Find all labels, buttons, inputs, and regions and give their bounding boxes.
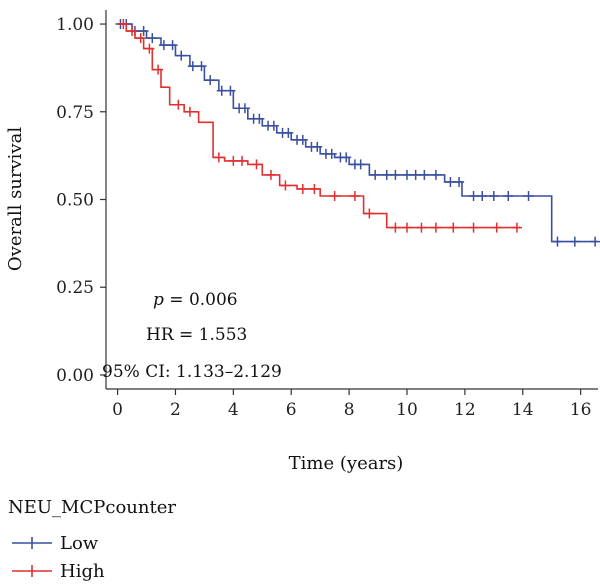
censor-mark-low xyxy=(523,190,534,201)
stats-annotations: p = 0.006 HR = 1.553 95% CI: 1.133–2.129 xyxy=(102,290,282,382)
censor-mark-high xyxy=(511,222,522,233)
censor-mark-high xyxy=(237,155,248,166)
hazard-ratio-text: HR = 1.553 xyxy=(146,325,247,345)
censor-mark-low xyxy=(297,134,308,145)
censor-mark-low xyxy=(268,120,279,131)
censor-mark-low xyxy=(147,33,158,44)
x-tick-label: 4 xyxy=(228,400,239,420)
censor-mark-high xyxy=(430,222,441,233)
y-tick-label: 0.00 xyxy=(56,366,94,386)
x-tick-label: 16 xyxy=(570,400,592,420)
censor-mark-low xyxy=(410,169,421,180)
x-axis-title: Time (years) xyxy=(289,453,404,474)
censor-mark-low xyxy=(283,127,294,138)
censor-mark-low xyxy=(225,85,236,96)
x-tick-label: 0 xyxy=(112,400,123,420)
y-tick-label: 1.00 xyxy=(56,15,94,35)
censor-mark-low xyxy=(390,169,401,180)
censor-mark-high xyxy=(364,208,375,219)
confidence-interval-text: 95% CI: 1.133–2.129 xyxy=(102,362,282,382)
censor-mark-low xyxy=(401,169,412,180)
censor-mark-low xyxy=(503,190,514,201)
censor-mark-low xyxy=(454,176,465,187)
survival-curves xyxy=(115,19,600,247)
censor-mark-high xyxy=(297,183,308,194)
censor-mark-high xyxy=(251,159,262,170)
censor-mark-low xyxy=(312,141,323,152)
legend-title: NEU_MCPcounter xyxy=(8,497,176,518)
y-tick-label: 0.75 xyxy=(56,103,94,123)
censor-mark-high xyxy=(329,190,340,201)
legend-item-high: High xyxy=(12,561,105,582)
censor-mark-high xyxy=(309,183,320,194)
p-value: = 0.006 xyxy=(164,290,238,310)
censor-mark-low xyxy=(196,61,207,72)
x-ticks: 0 2 4 6 8 10 12 14 16 xyxy=(112,389,591,420)
x-tick-label: 6 xyxy=(286,400,297,420)
censor-mark-high xyxy=(280,180,291,191)
censor-mark-low xyxy=(216,85,227,96)
censor-mark-high xyxy=(135,33,146,44)
censor-mark-low xyxy=(569,236,580,247)
legend-item-low: Low xyxy=(12,533,99,554)
censor-mark-low xyxy=(445,176,456,187)
legend-label-high: High xyxy=(60,561,105,582)
censor-mark-low xyxy=(239,103,250,114)
x-tick-label: 2 xyxy=(170,400,181,420)
censor-mark-low xyxy=(254,113,265,124)
censor-mark-high xyxy=(228,155,239,166)
censor-mark-low xyxy=(590,236,600,247)
censor-mark-high xyxy=(173,99,184,110)
x-tick-label: 10 xyxy=(396,400,418,420)
y-ticks: 0.00 0.25 0.50 0.75 1.00 xyxy=(56,15,106,386)
survival-curve-low xyxy=(117,23,598,243)
censor-mark-high xyxy=(144,43,155,54)
censor-mark-low xyxy=(187,61,198,72)
censor-mark-high xyxy=(448,222,459,233)
censor-mark-low xyxy=(205,75,216,86)
x-tick-label: 8 xyxy=(344,400,355,420)
censor-mark-high xyxy=(118,19,129,30)
censor-mark-low xyxy=(355,159,366,170)
censor-mark-high xyxy=(468,222,479,233)
x-tick-label: 14 xyxy=(512,400,534,420)
censor-mark-high xyxy=(401,222,412,233)
censor-mark-low xyxy=(138,26,149,37)
censor-mark-low xyxy=(176,50,187,61)
p-value-text: p = 0.006 xyxy=(153,290,238,310)
censor-mark-low xyxy=(419,169,430,180)
y-tick-label: 0.25 xyxy=(56,278,94,298)
survival-curve-high xyxy=(117,23,520,229)
censor-mark-low xyxy=(370,169,381,180)
censor-mark-low xyxy=(167,40,178,51)
censor-mark-high xyxy=(153,64,164,75)
censor-mark-high xyxy=(491,222,502,233)
y-tick-label: 0.50 xyxy=(56,191,94,211)
censor-mark-high xyxy=(390,222,401,233)
censor-mark-low xyxy=(341,152,352,163)
censor-mark-low xyxy=(488,190,499,201)
censor-mark-high xyxy=(127,26,138,37)
x-tick-label: 12 xyxy=(454,400,476,420)
censor-mark-low xyxy=(468,190,479,201)
censor-mark-low xyxy=(430,169,441,180)
censor-mark-low xyxy=(158,40,169,51)
censor-mark-low xyxy=(326,148,337,159)
legend: NEU_MCPcounter Low High xyxy=(8,497,176,582)
p-symbol: p xyxy=(153,290,164,310)
censor-mark-high xyxy=(184,106,195,117)
censor-mark-low xyxy=(477,190,488,201)
censor-mark-low xyxy=(552,236,563,247)
censor-mark-high xyxy=(265,169,276,180)
censor-mark-low xyxy=(381,169,392,180)
censor-mark-high xyxy=(416,222,427,233)
censor-mark-high xyxy=(213,152,224,163)
y-axis-title: Overall survival xyxy=(5,127,26,271)
axes: 0.00 0.25 0.50 0.75 1.00 0 2 4 6 8 10 12 14 16 xyxy=(56,10,598,420)
censor-mark-high xyxy=(349,190,360,201)
legend-label-low: Low xyxy=(60,533,99,554)
